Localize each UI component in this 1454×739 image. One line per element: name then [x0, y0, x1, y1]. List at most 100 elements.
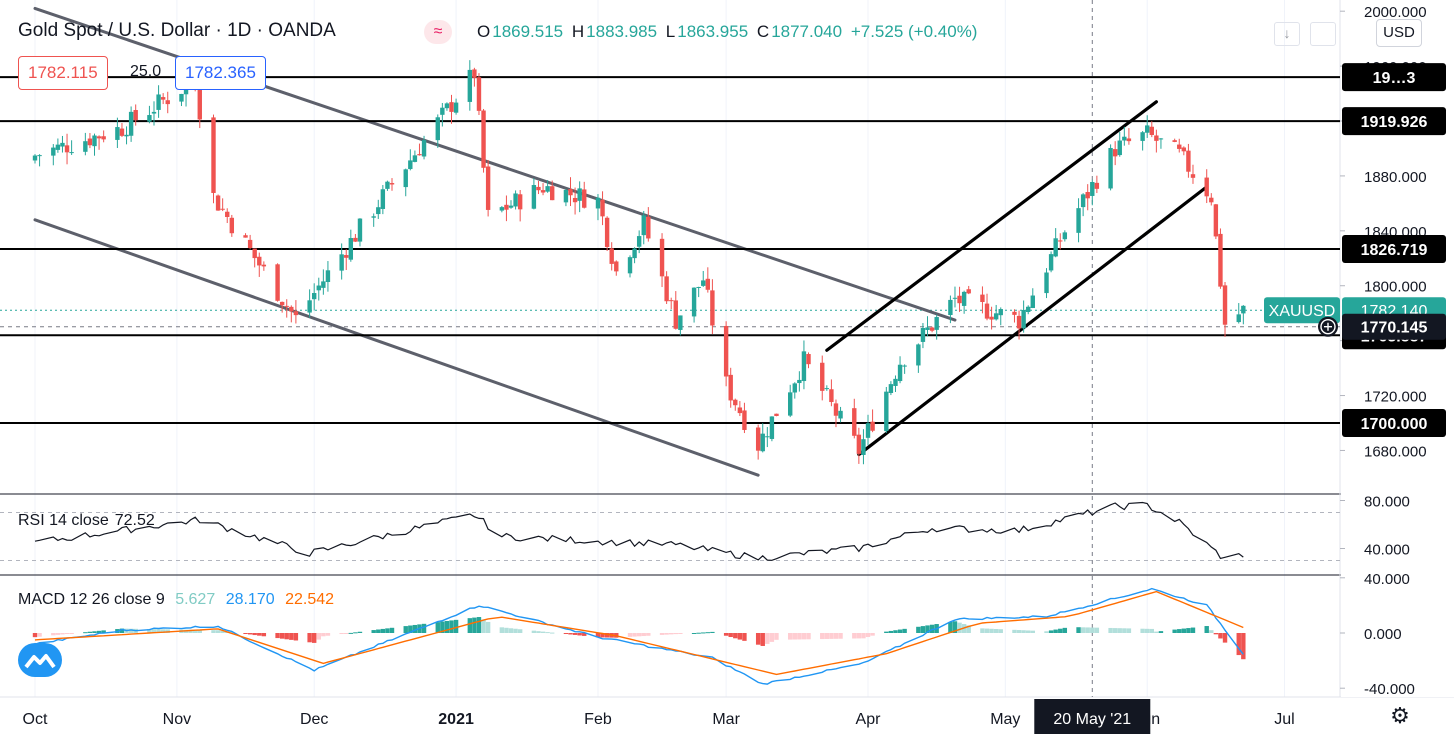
candle-body[interactable]: [678, 315, 683, 330]
rsi-line[interactable]: [34, 501, 1244, 561]
candle-body[interactable]: [353, 237, 358, 242]
candle-body[interactable]: [284, 305, 289, 307]
candle-body[interactable]: [1204, 177, 1209, 197]
fullscreen-icon[interactable]: [1310, 22, 1336, 46]
candle-body[interactable]: [820, 362, 825, 391]
candle-body[interactable]: [279, 301, 285, 306]
candle-body[interactable]: [408, 160, 413, 170]
candle-body[interactable]: [69, 152, 74, 154]
candle-body[interactable]: [403, 169, 408, 188]
candle-body[interactable]: [444, 103, 450, 109]
candle-body[interactable]: [257, 256, 262, 266]
candle-body[interactable]: [1140, 132, 1145, 141]
candle-body[interactable]: [37, 155, 42, 157]
candle-body[interactable]: [504, 204, 509, 210]
candle-body[interactable]: [1186, 150, 1191, 172]
candle-body[interactable]: [124, 134, 129, 137]
candle-body[interactable]: [545, 186, 550, 192]
candle-body[interactable]: [243, 235, 248, 238]
candle-body[interactable]: [540, 190, 546, 193]
candle-body[interactable]: [508, 205, 514, 208]
candle-body[interactable]: [1213, 204, 1219, 237]
candle-body[interactable]: [229, 217, 235, 234]
candle-body[interactable]: [348, 238, 354, 260]
candle-body[interactable]: [760, 433, 765, 452]
candle-body[interactable]: [1016, 315, 1022, 329]
candle-body[interactable]: [920, 328, 926, 342]
candle-body[interactable]: [55, 144, 61, 150]
candle-body[interactable]: [861, 439, 866, 455]
candle-body[interactable]: [1044, 272, 1049, 294]
symbol-tag[interactable]: [1264, 297, 1340, 324]
candle-body[interactable]: [307, 300, 312, 313]
candle-body[interactable]: [247, 239, 253, 249]
candle-body[interactable]: [636, 236, 642, 247]
candle-body[interactable]: [453, 102, 459, 113]
candle-body[interactable]: [220, 208, 225, 210]
candle-body[interactable]: [32, 155, 38, 161]
candle-body[interactable]: [691, 287, 697, 317]
ascending-channel-line[interactable]: [825, 100, 1158, 352]
candle-body[interactable]: [1190, 174, 1196, 178]
candle-body[interactable]: [888, 384, 894, 394]
candle-body[interactable]: [115, 127, 120, 140]
candle-body[interactable]: [517, 194, 523, 210]
candle-body[interactable]: [600, 199, 605, 217]
symbol-title[interactable]: Gold Spot / U.S. Dollar · 1D · OANDA: [18, 20, 336, 41]
candle-body[interactable]: [696, 286, 701, 288]
candle-body[interactable]: [604, 217, 610, 247]
candle-body[interactable]: [1177, 144, 1182, 149]
candle-body[interactable]: [659, 238, 665, 277]
download-icon[interactable]: ↓: [1274, 22, 1300, 46]
candle-body[interactable]: [582, 189, 587, 208]
candle-body[interactable]: [705, 278, 711, 290]
candle-body[interactable]: [179, 93, 184, 102]
candle-body[interactable]: [481, 110, 486, 168]
candle-body[interactable]: [595, 197, 601, 209]
candle-body[interactable]: [371, 216, 376, 218]
candle-body[interactable]: [357, 218, 363, 242]
candle-body[interactable]: [64, 145, 70, 153]
candle-body[interactable]: [1062, 232, 1068, 240]
candle-body[interactable]: [966, 289, 971, 294]
candle-body[interactable]: [513, 193, 518, 207]
candle-body[interactable]: [133, 110, 138, 121]
candle-body[interactable]: [531, 185, 537, 209]
candle-body[interactable]: [902, 365, 907, 367]
candle-body[interactable]: [96, 136, 102, 139]
candle-body[interactable]: [440, 107, 445, 115]
candle-body[interactable]: [1058, 240, 1063, 242]
candle-body[interactable]: [293, 311, 299, 316]
candle-body[interactable]: [1209, 197, 1214, 203]
candle-body[interactable]: [156, 94, 161, 110]
buy-price-button[interactable]: 1782.365: [175, 56, 266, 90]
candle-body[interactable]: [952, 297, 958, 299]
candle-body[interactable]: [568, 189, 573, 196]
settings-gear-icon[interactable]: ⚙: [1390, 703, 1410, 728]
candle-body[interactable]: [1112, 149, 1118, 157]
candle-body[interactable]: [1021, 309, 1026, 329]
candle-body[interactable]: [339, 254, 344, 271]
macd-signal-line[interactable]: [34, 590, 1244, 676]
candle-body[interactable]: [1145, 125, 1150, 133]
logo-icon[interactable]: [18, 643, 62, 677]
candle-body[interactable]: [421, 140, 427, 157]
candle-body[interactable]: [1094, 182, 1100, 189]
candle-body[interactable]: [160, 97, 166, 100]
candle-body[interactable]: [151, 111, 157, 114]
sell-price-button[interactable]: 1782.115: [18, 56, 108, 90]
candle-body[interactable]: [476, 77, 482, 111]
candle-body[interactable]: [101, 136, 106, 140]
candle-body[interactable]: [1236, 314, 1241, 323]
candle-body[interactable]: [380, 189, 386, 209]
candle-body[interactable]: [806, 354, 811, 365]
ascending-channel-line[interactable]: [857, 185, 1209, 457]
candle-body[interactable]: [165, 100, 170, 105]
candle-body[interactable]: [485, 166, 491, 210]
candle-body[interactable]: [1158, 138, 1164, 140]
candle-body[interactable]: [1108, 147, 1113, 189]
candle-body[interactable]: [1085, 192, 1090, 199]
candle-body[interactable]: [765, 436, 770, 438]
candle-body[interactable]: [563, 189, 569, 203]
